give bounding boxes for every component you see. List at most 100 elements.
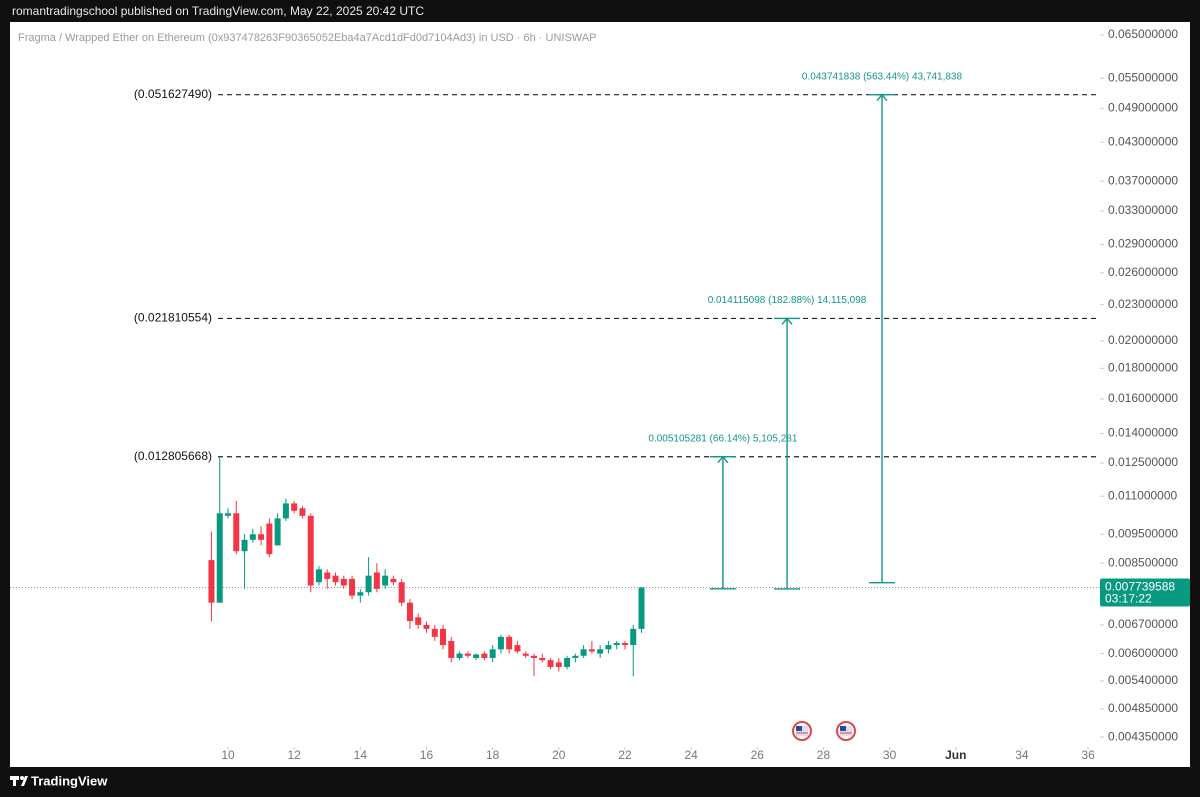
y-tick-label: 0.012500000 [1108,455,1178,469]
x-tick-label: 14 [354,748,368,762]
x-tick-label: 34 [1015,748,1029,762]
chart-panel [10,22,1190,767]
candle-body [630,628,637,646]
x-tick-label: 20 [552,748,566,762]
y-tick-label: 0.006000000 [1108,646,1178,660]
candle-body [390,578,397,583]
candle-body [456,653,463,658]
candle-body [473,654,480,658]
x-tick-label: 26 [751,748,765,762]
candle-body [208,560,215,603]
y-tick-label: 0.009500000 [1108,526,1178,540]
candle-body [547,660,554,667]
y-tick-label: 0.016000000 [1108,391,1178,405]
y-tick-label: 0.008500000 [1108,555,1178,569]
x-tick-label: 24 [684,748,698,762]
y-tick-label: 0.023000000 [1108,297,1178,311]
candle-body [440,628,447,646]
candle-body [324,572,331,579]
price-label-box [1100,578,1190,607]
level-label: (0.051627490) [134,87,212,101]
candle-body [274,518,281,546]
x-tick-label: 16 [420,748,434,762]
candle-body [415,617,422,625]
candle-body [638,587,645,629]
y-tick-label: 0.020000000 [1108,333,1178,347]
level-label: (0.021810554) [134,311,212,325]
countdown: 03:17:22 [1105,592,1152,606]
chart-title: Fragma / Wrapped Ether on Ethereum (0x93… [18,32,596,44]
candle-body [539,657,546,661]
candle-body [216,513,223,603]
y-tick-label: 0.037000000 [1108,173,1178,187]
x-tick-label: 36 [1081,748,1095,762]
publisher: romantradingschool published on TradingV… [12,4,424,18]
candle-body [307,515,314,586]
level-label: (0.012805668) [134,449,212,463]
candle-body [315,569,322,583]
price-label: 0.007739588 [1105,580,1175,594]
candle-body [613,643,620,646]
x-tick-label: 10 [221,748,235,762]
candle-body [621,643,628,646]
candle-body [588,649,595,652]
candle-body [555,662,562,667]
measure-arrowhead [876,93,888,102]
candle-body [357,592,364,596]
x-tick-label: 18 [486,748,500,762]
candle-body [291,503,298,511]
event-icon [792,721,856,741]
brand: TradingView [31,773,108,788]
candle-body [497,636,504,650]
y-tick-label: 0.014000000 [1108,426,1178,440]
y-tick-label: 0.049000000 [1108,100,1178,114]
candle-body [382,575,389,586]
y-tick-label: 0.055000000 [1108,70,1178,84]
candle-body [233,513,240,552]
y-tick-label: 0.065000000 [1108,27,1178,41]
candle-body [249,534,256,540]
candle-body [258,534,265,540]
measure-label: 0.005105281 (66.14%) 5,105,281 [648,433,797,444]
logo [10,776,28,786]
candle-body [506,636,513,650]
y-tick-label: 0.018000000 [1108,360,1178,374]
y-tick-label: 0.011000000 [1108,488,1178,502]
candle-body [580,649,587,656]
y-tick-label: 0.004850000 [1108,701,1178,715]
candle-body [481,653,488,658]
y-tick-label: 0.004350000 [1108,729,1178,743]
candle-body [514,645,521,652]
candle-body [332,575,339,583]
y-tick-label: 0.026000000 [1108,265,1178,279]
y-tick-label: 0.043000000 [1108,134,1178,148]
candle-body [464,653,471,656]
candle-body [349,578,356,596]
candle-body [564,657,571,667]
measure-label: 0.043741838 (563.44%) 43,741,838 [802,71,963,82]
candle-body [365,575,372,593]
candle-body [225,513,231,516]
candle-body [406,602,413,622]
y-tick-label: 0.033000000 [1108,203,1178,217]
y-tick-label: 0.006700000 [1108,617,1178,631]
x-tick-label: 22 [618,748,632,762]
x-tick-label: Jun [945,748,966,762]
candle-body [340,578,347,586]
candle-body [241,539,248,552]
x-tick-label: 12 [287,748,301,762]
y-tick-label: 0.005400000 [1108,673,1178,687]
candle-body [299,508,306,516]
candle-body [373,572,380,589]
candle-body [572,655,579,658]
candle-body [423,624,430,629]
measure-arrowhead [717,455,729,464]
candle-body [489,649,496,658]
candle-body [522,653,529,656]
candle-body [266,523,273,555]
candle-body [282,503,289,519]
candle-body [431,628,438,637]
measure-label: 0.014115098 (182.88%) 14,115,098 [708,295,867,306]
candle-body [448,640,455,658]
